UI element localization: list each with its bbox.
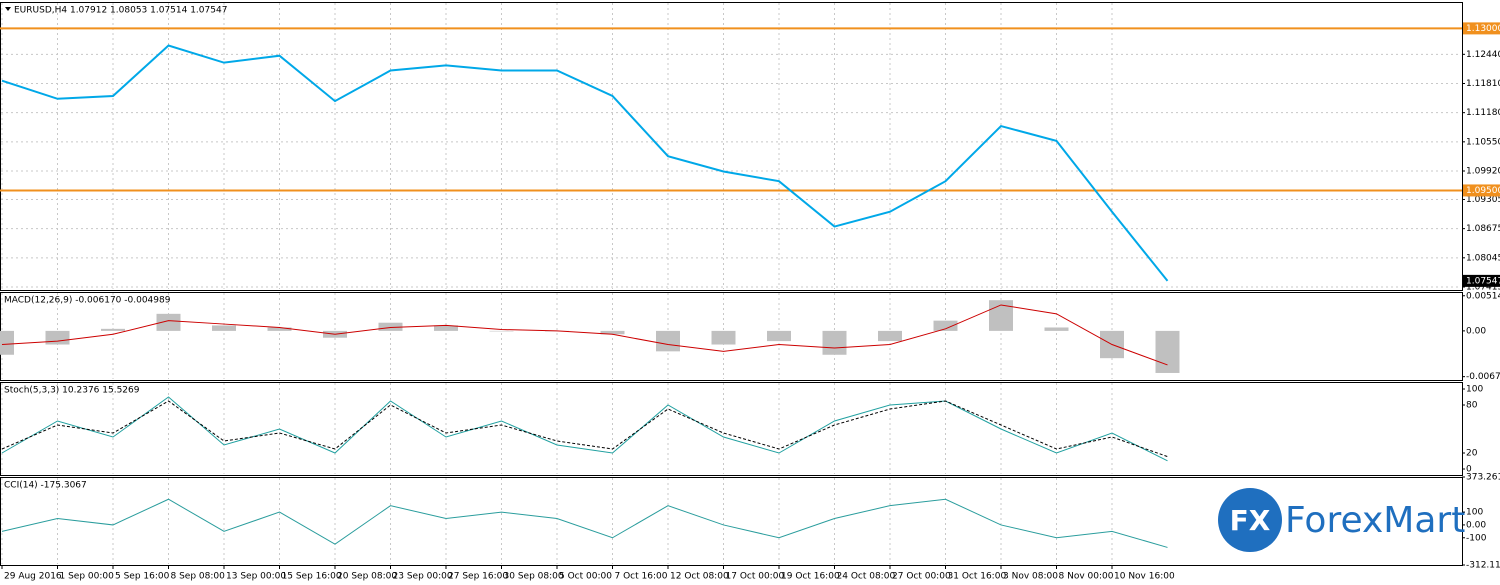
y-tick-label: 1.07415 — [1466, 282, 1500, 292]
x-tick-label: 24 Oct 08:00 — [837, 572, 896, 582]
histogram-bar — [656, 330, 680, 352]
x-tick-label: 20 Sep 08:00 — [337, 572, 397, 582]
histogram-bar — [1155, 330, 1180, 373]
level-tag — [1463, 22, 1500, 35]
x-tick-label: 3 Nov 08:00 — [1003, 572, 1058, 582]
y-tick-label: -100 — [1466, 533, 1487, 543]
x-tick-label: 8 Nov 00:00 — [1059, 572, 1114, 582]
logo-mark: FX — [1230, 504, 1271, 537]
y-tick-label: 0 — [1466, 465, 1472, 475]
x-tick-label: 30 Sep 08:00 — [504, 572, 564, 582]
logo: FX ForexMart — [1218, 488, 1465, 552]
histogram-bar — [600, 330, 625, 335]
y-tick-label: 1.11810 — [1466, 79, 1500, 89]
x-tick-label: 12 Oct 08:00 — [670, 572, 729, 582]
y-tick-label: 1.11180 — [1466, 108, 1500, 118]
histogram-bar — [767, 330, 791, 342]
level-label: 1.09500 — [1466, 186, 1500, 196]
panel-frame — [0, 382, 1463, 476]
x-tick-label: 15 Sep 16:00 — [282, 572, 342, 582]
series-line — [1, 304, 1168, 366]
panel-title: CCI(14) -175.3067 — [4, 481, 87, 491]
last-price-label: 1.07547 — [1466, 276, 1500, 286]
panel-title: Stoch(5,3,3) 10.2376 15.5269 — [4, 386, 140, 396]
panel-title: MACD(12,26,9) -0.006170 -0.004989 — [4, 296, 171, 306]
series-line — [1, 498, 1168, 548]
x-tick-label: 10 Nov 16:00 — [1114, 572, 1175, 582]
series-line — [1, 396, 1168, 462]
logo-circle — [1218, 488, 1282, 552]
histogram-bar — [378, 322, 403, 331]
panel-title: EURUSD,H4 1.07912 1.08053 1.07514 1.0754… — [14, 6, 227, 16]
x-tick-label: 5 Oct 00:00 — [559, 572, 612, 582]
last-price-tag — [1463, 274, 1500, 287]
histogram-bar — [711, 330, 736, 345]
histogram-bar — [1044, 327, 1069, 331]
x-tick-label: 13 Sep 00:00 — [226, 572, 286, 582]
x-tick-label: 23 Sep 00:00 — [393, 572, 453, 582]
histogram-bar — [156, 313, 181, 331]
y-tick-label: 100 — [1466, 508, 1483, 518]
y-tick-label: 80 — [1466, 401, 1478, 411]
y-tick-label: -0.006709 — [1466, 372, 1500, 382]
y-tick-label: 1.09920 — [1466, 167, 1500, 177]
histogram-bar — [933, 320, 958, 331]
y-tick-label: 373.2613 — [1466, 473, 1500, 483]
x-tick-label: 27 Oct 00:00 — [892, 572, 951, 582]
x-tick-label: 1 Sep 00:00 — [60, 572, 115, 582]
x-tick-label: 7 Oct 16:00 — [615, 572, 668, 582]
y-tick-label: 1.08675 — [1466, 224, 1500, 234]
logo-name: ForexMart — [1285, 500, 1465, 541]
y-tick-label: 1.12440 — [1466, 50, 1500, 60]
histogram-bar — [822, 330, 847, 355]
histogram-bar — [101, 328, 125, 331]
histogram-bar — [212, 325, 236, 331]
histogram-bar — [489, 330, 514, 332]
histogram-bar — [434, 325, 458, 331]
y-tick-label: 20 — [1466, 449, 1478, 459]
y-tick-label: 1.10550 — [1466, 137, 1500, 147]
x-tick-label: 8 Sep 08:00 — [171, 572, 226, 582]
x-tick-label: 27 Sep 16:00 — [448, 572, 508, 582]
y-tick-label: 0.00 — [1466, 520, 1486, 530]
level-label: 1.13000 — [1466, 24, 1500, 34]
x-tick-label: 19 Oct 16:00 — [781, 572, 840, 582]
histogram-bar — [0, 330, 14, 355]
y-tick-label: 1.08045 — [1466, 253, 1500, 263]
y-tick-label: 100 — [1466, 385, 1483, 395]
histogram-bar — [45, 330, 70, 345]
series-line — [1, 400, 1168, 458]
panel-frame — [0, 477, 1463, 566]
y-tick-label: 0.00 — [1466, 326, 1486, 336]
panel-frame — [0, 2, 1463, 291]
level-tag — [1463, 184, 1500, 197]
y-tick-label: 1.09305 — [1466, 195, 1500, 205]
x-tick-label: 29 Aug 2016 — [4, 572, 62, 582]
x-tick-label: 31 Oct 16:00 — [948, 572, 1007, 582]
histogram-bar — [878, 330, 902, 342]
x-tick-label: 17 Oct 00:00 — [726, 572, 785, 582]
series-line — [1, 44, 1169, 282]
histogram-bar — [267, 327, 292, 331]
y-tick-label: 0.005149 — [1466, 291, 1500, 301]
y-tick-label: -312.1196 — [1466, 561, 1500, 571]
menu-triangle — [5, 7, 11, 11]
x-tick-label: 5 Sep 16:00 — [115, 572, 170, 582]
